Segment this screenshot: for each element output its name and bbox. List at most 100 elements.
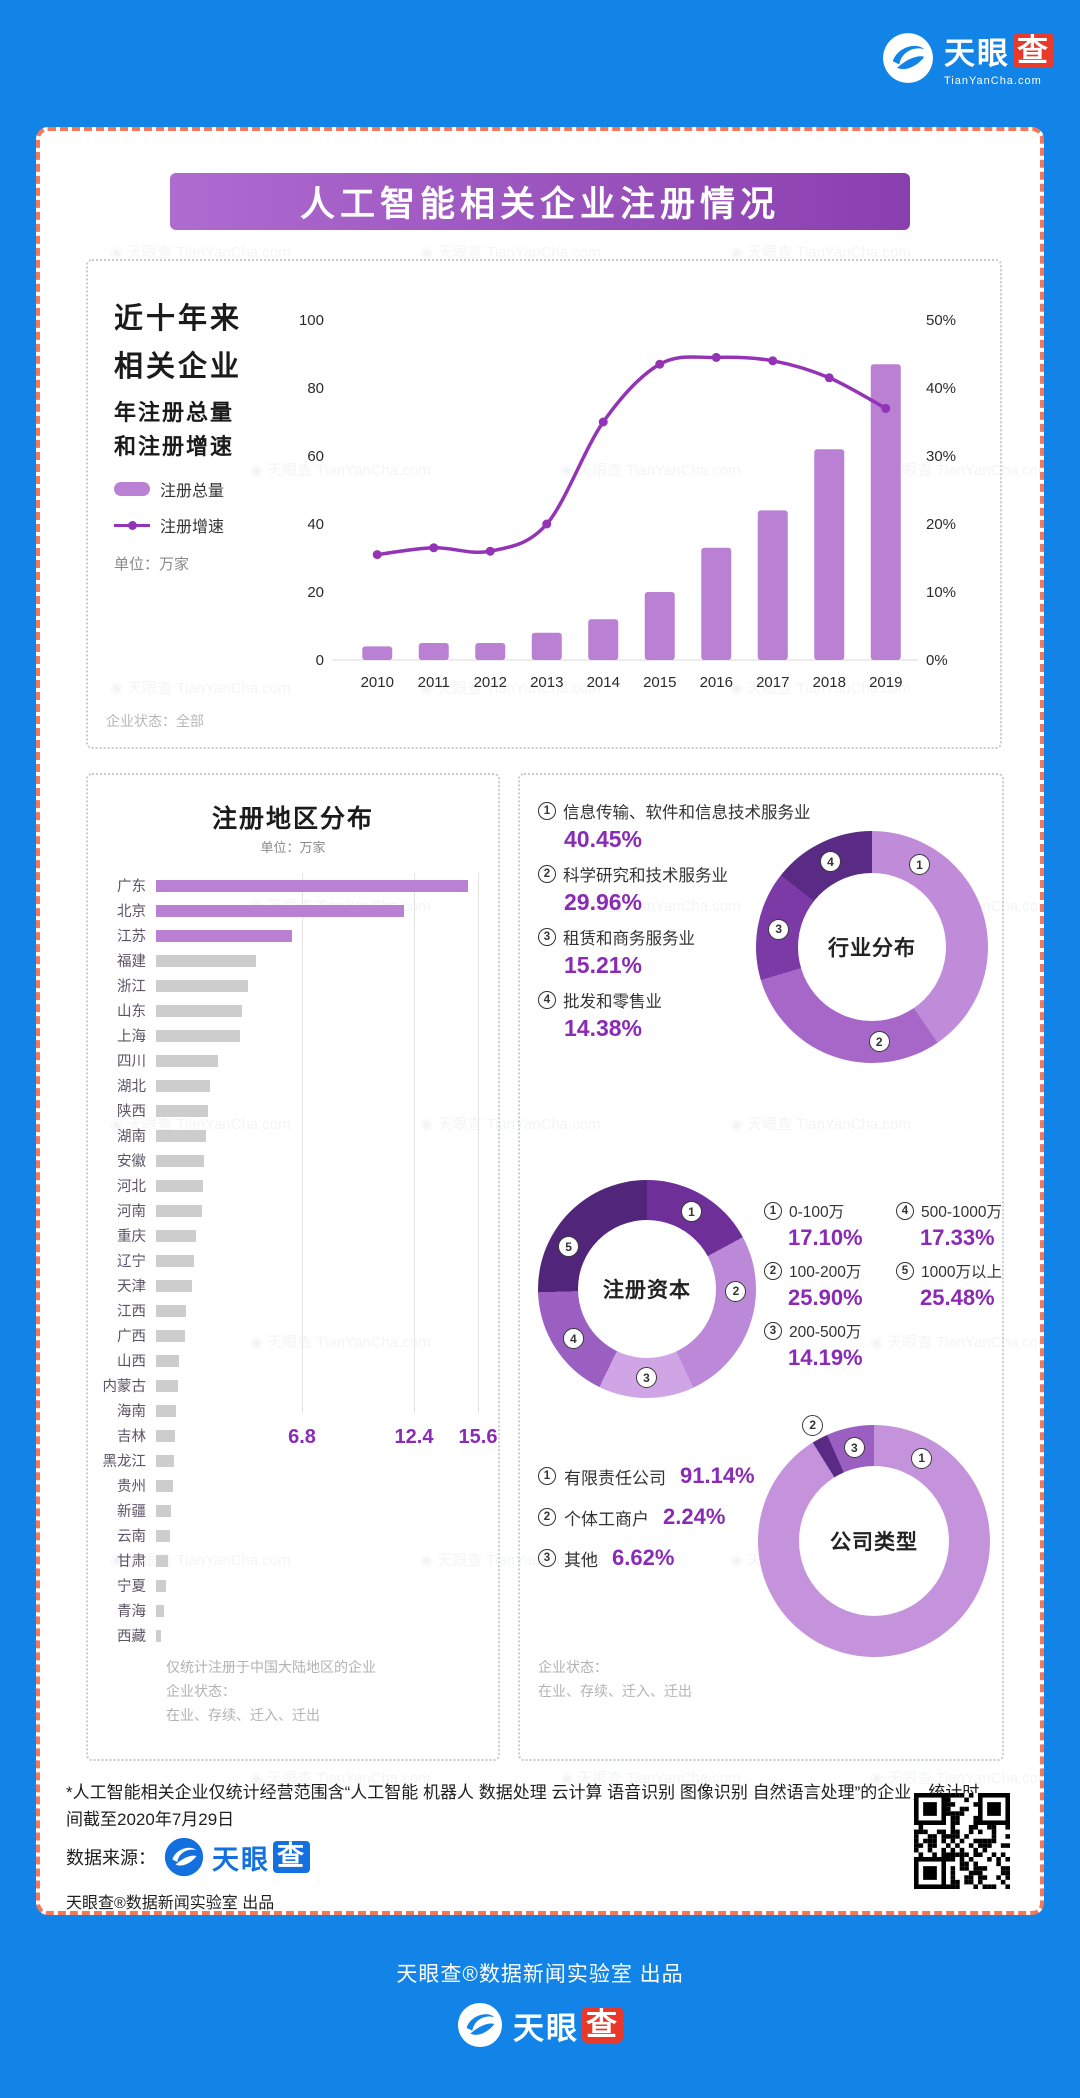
legend-growth: 注册增速	[114, 513, 224, 537]
legend-entry: 1 0-100万 17.10%	[764, 1200, 882, 1251]
region-label: 湖北	[117, 1079, 146, 1095]
region-row: 福建	[88, 948, 498, 973]
tianyancha-logo-bottom: 天眼查	[457, 2002, 623, 2048]
region-bar	[156, 1029, 240, 1042]
source-logo-part1: 天眼	[212, 1844, 270, 1875]
region-note-line2: 企业状态：	[166, 1683, 236, 1699]
svg-text:2016: 2016	[700, 674, 733, 691]
legend-entry: 3 200-500万 14.19%	[764, 1320, 882, 1371]
region-row: 山东	[88, 998, 498, 1023]
trend-bar	[362, 646, 393, 660]
slice-marker-3: 3	[635, 1367, 657, 1389]
region-bar	[156, 1279, 192, 1292]
legend-label: 批发和零售业	[563, 993, 662, 1011]
legend-num-icon: 2	[538, 1508, 556, 1526]
region-row: 湖南	[88, 1123, 498, 1148]
logo-name-part2: 查	[1013, 32, 1054, 69]
region-label: 天津	[117, 1279, 146, 1295]
trend-bar	[814, 449, 845, 660]
region-bar	[156, 979, 248, 992]
trend-headline-2: 相关企业	[114, 351, 243, 383]
region-label: 安徽	[117, 1154, 146, 1170]
svg-text:2011: 2011	[418, 674, 450, 691]
svg-text:100: 100	[299, 312, 324, 329]
trend-bar	[418, 643, 449, 660]
region-bar	[156, 879, 468, 892]
region-row: 广东	[88, 873, 498, 898]
footnote: *人工智能相关企业仅统计经营范围含“人工智能 机器人 数据处理 云计算 语音识别…	[66, 1783, 980, 1829]
bottom-credit: 天眼查®数据新闻实验室 出品	[396, 1963, 684, 1986]
legend-label: 其他	[564, 1550, 598, 1570]
tianyancha-swoosh-icon	[882, 32, 934, 84]
region-gridline-value: 15.6	[458, 1426, 498, 1448]
region-label: 河南	[117, 1204, 146, 1220]
legend-entry: 4 500-1000万 17.33%	[896, 1200, 1014, 1251]
slice-marker-4: 4	[562, 1328, 584, 1350]
legend-label: 500-1000万	[921, 1204, 1003, 1221]
region-bar	[156, 1529, 170, 1542]
region-row: 陕西	[88, 1098, 498, 1123]
svg-text:2017: 2017	[756, 674, 789, 691]
legend-pct: 17.10%	[788, 1225, 863, 1250]
capital-legend: 1 0-100万 17.10% 2 100-200万 25.90% 3 200-500万 14.…	[764, 1200, 1014, 1380]
region-bar	[156, 1629, 161, 1642]
legend-entry: 1 有限责任公司 91.14%	[538, 1463, 755, 1489]
region-bar	[156, 904, 404, 917]
region-label: 海南	[117, 1404, 146, 1420]
region-note-line1: 仅统计注册于中国大陆地区的企业	[166, 1659, 376, 1675]
region-bar	[156, 954, 256, 967]
svg-text:2012: 2012	[474, 674, 507, 691]
breakdown-status-line1: 企业状态：	[538, 1659, 608, 1675]
lab-credit: 天眼查®数据新闻实验室 出品	[66, 1895, 275, 1912]
svg-text:2014: 2014	[587, 674, 620, 691]
region-row: 上海	[88, 1023, 498, 1048]
legend-num-icon: 3	[538, 1549, 556, 1567]
capital-donut-label: 注册资本	[578, 1220, 716, 1358]
region-label: 四川	[117, 1054, 146, 1070]
bar-swatch-icon	[114, 482, 150, 496]
legend-pct: 14.38%	[564, 1015, 643, 1041]
legend-num-icon: 3	[538, 928, 556, 946]
slice-marker-3: 3	[843, 1437, 865, 1459]
region-row: 浙江	[88, 973, 498, 998]
legend-entry: 3 租赁和商务服务业 15.21%	[538, 925, 858, 979]
legend-entry: 4 批发和零售业 14.38%	[538, 988, 858, 1042]
capital-legend-col2: 4 500-1000万 17.33% 5 1000万以上 25.48%	[896, 1200, 1014, 1380]
slice-marker-1: 1	[681, 1201, 702, 1223]
trend-unit: 单位：万家	[114, 556, 190, 573]
tianyancha-logo-top: 天眼查 TianYanCha.com	[882, 28, 1054, 87]
trend-headline-1: 近十年来	[114, 303, 243, 335]
legend-pct: 25.90%	[788, 1285, 863, 1310]
region-bar	[156, 1154, 204, 1167]
region-bar	[156, 1429, 175, 1442]
region-bar	[156, 1404, 176, 1417]
legend-pct: 14.19%	[788, 1345, 863, 1370]
breakdown-status-note: 企业状态： 在业、存续、迁入、迁出	[538, 1655, 692, 1703]
region-row: 河南	[88, 1198, 498, 1223]
legend-num-icon: 5	[896, 1262, 914, 1280]
trend-bar	[644, 592, 675, 660]
page-title: 人工智能相关企业注册情况	[170, 173, 910, 230]
line-swatch-icon	[114, 520, 150, 530]
trend-chart: 0 20 40 60 80 100 0% 10% 20% 30% 40% 50% 2010 2011 201…	[299, 312, 956, 691]
region-row: 海南	[88, 1398, 498, 1423]
region-row: 内蒙古	[88, 1373, 498, 1398]
region-bar	[156, 1304, 186, 1317]
region-bar	[156, 1104, 208, 1117]
legend-num-icon: 2	[764, 1262, 782, 1280]
legend-entry: 2 科学研究和技术服务业 29.96%	[538, 862, 858, 916]
region-bar	[156, 1129, 206, 1142]
legend-pct: 15.21%	[564, 952, 643, 978]
svg-text:40: 40	[307, 516, 324, 533]
svg-text:20: 20	[307, 584, 324, 601]
trend-headline-3: 年注册总量	[114, 400, 235, 425]
legend-label: 1000万以上	[921, 1264, 1002, 1281]
legend-label: 有限责任公司	[564, 1468, 666, 1488]
trend-bar	[757, 510, 788, 660]
region-label: 新疆	[117, 1504, 146, 1520]
region-label: 湖南	[117, 1129, 146, 1145]
region-row: 江西	[88, 1298, 498, 1323]
tianyancha-swoosh-icon-bottom	[457, 2002, 503, 2048]
svg-text:0%: 0%	[926, 652, 948, 669]
